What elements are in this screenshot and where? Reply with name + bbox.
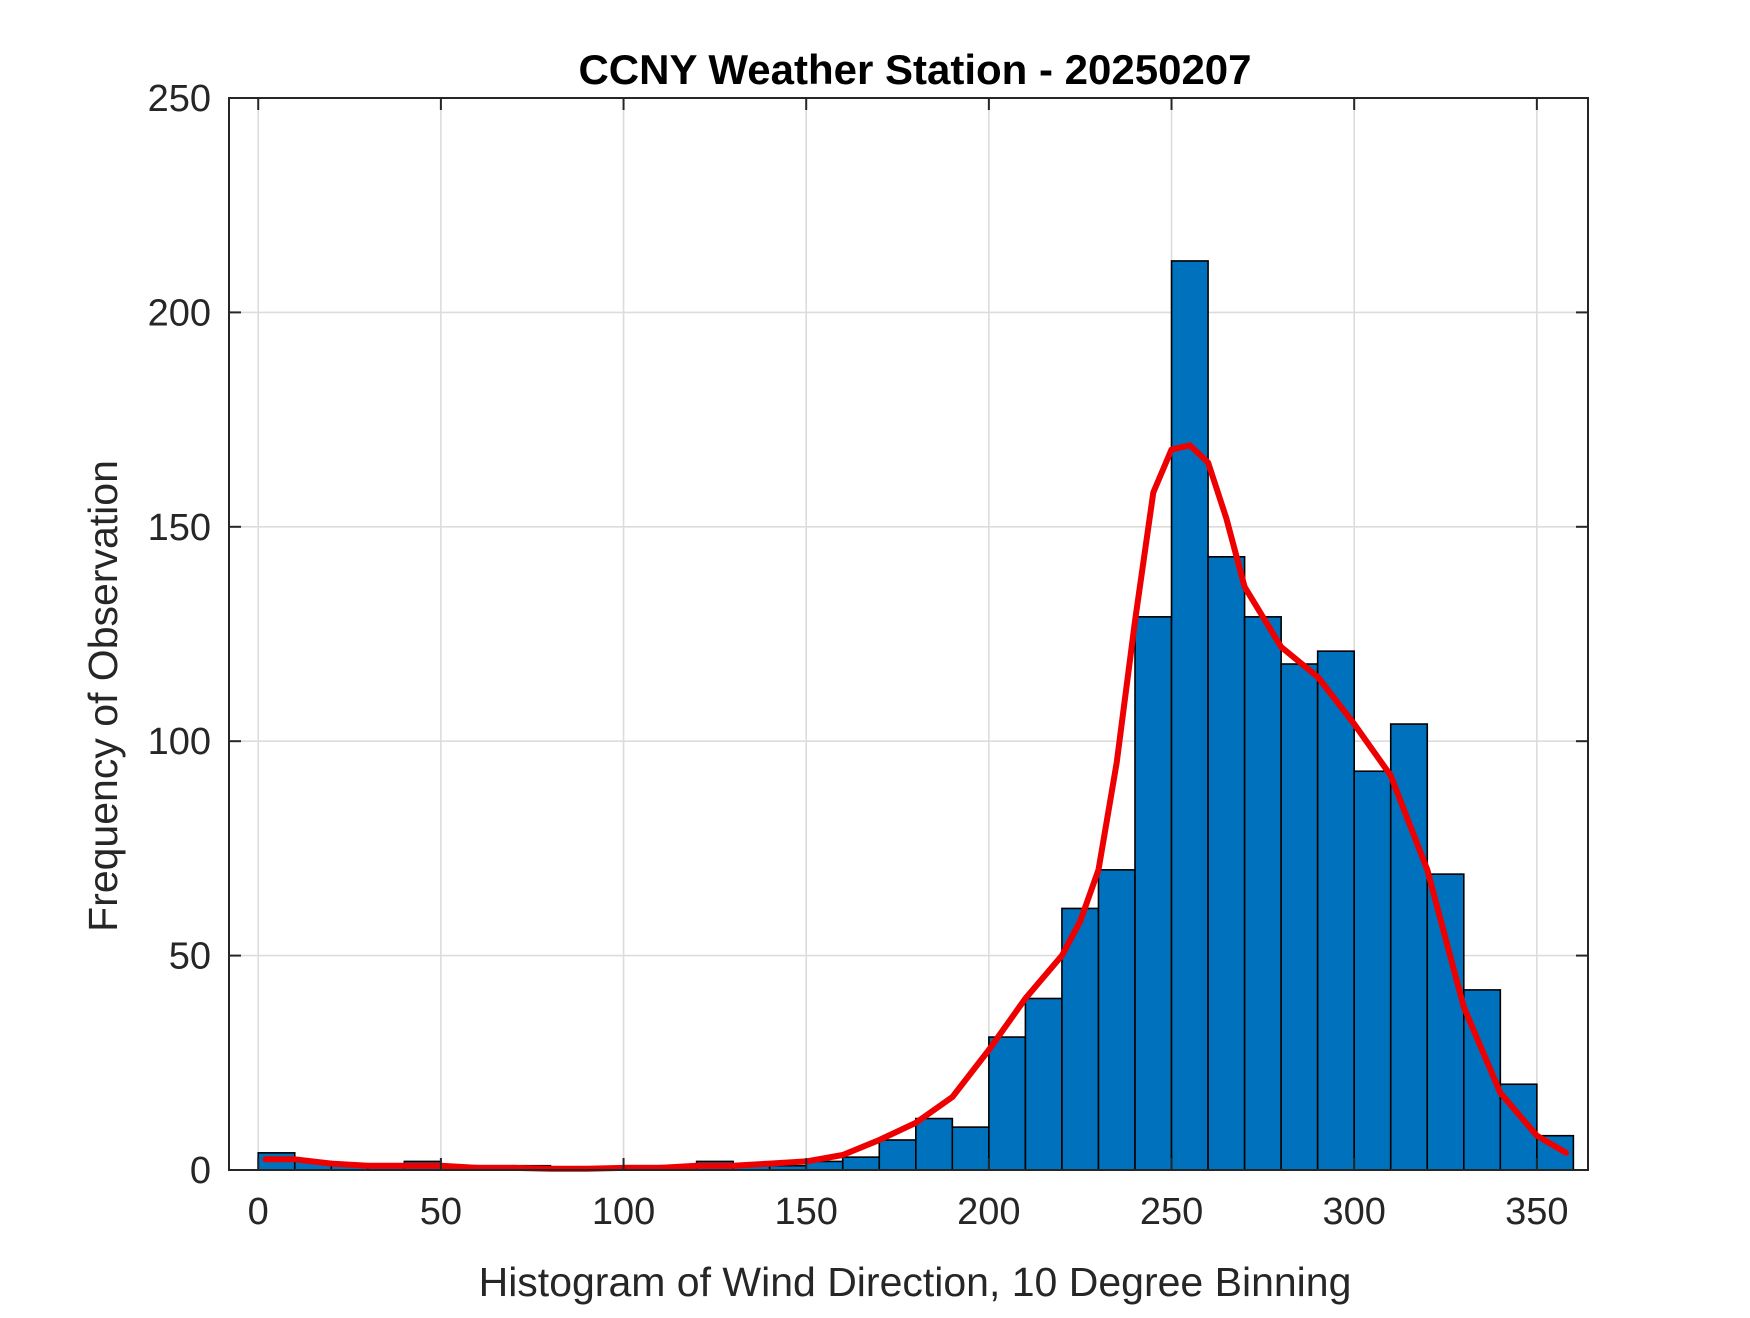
fit-curve-line xyxy=(262,442,1570,1172)
histogram-bar xyxy=(1024,997,1063,1171)
histogram-bar xyxy=(1280,663,1319,1171)
axes-layer: 0 50 100 150 200 250 300 350 0 50 100 150 200 250 xyxy=(148,78,1589,1233)
axes-box xyxy=(228,97,1589,1171)
y-tick-label: 100 xyxy=(148,721,211,763)
x-tick-label: 150 xyxy=(775,1191,838,1233)
x-tick-label: 200 xyxy=(957,1191,1020,1233)
histogram-bar xyxy=(1353,770,1392,1171)
histogram-bar xyxy=(878,1139,917,1171)
histogram-bar xyxy=(1170,260,1209,1171)
chart-title: CCNY Weather Station - 20250207 xyxy=(578,46,1251,93)
x-tick-label: 300 xyxy=(1322,1191,1385,1233)
histogram-bar xyxy=(841,1156,881,1171)
x-tick-label: 350 xyxy=(1505,1191,1568,1233)
histogram-bar xyxy=(1243,616,1282,1171)
histogram-bar xyxy=(1207,556,1246,1171)
histogram-bar xyxy=(1426,873,1465,1171)
histogram-bar xyxy=(1134,616,1173,1171)
histogram-bar xyxy=(1097,869,1136,1171)
histogram-bar xyxy=(915,1117,954,1171)
x-tick-label: 50 xyxy=(420,1191,462,1233)
x-axis-label: Histogram of Wind Direction, 10 Degree B… xyxy=(479,1259,1352,1305)
x-tick-label: 0 xyxy=(248,1191,269,1233)
y-tick-label: 150 xyxy=(148,507,211,549)
y-axis-label: Frequency of Observation xyxy=(80,460,126,932)
y-tick-label: 250 xyxy=(148,78,211,120)
histogram-bar xyxy=(988,1036,1027,1171)
y-tick-label: 50 xyxy=(169,936,211,978)
histogram-bar xyxy=(1316,650,1355,1171)
y-tick-label: 200 xyxy=(148,292,211,334)
histogram-bar xyxy=(1061,907,1100,1171)
histogram-bar xyxy=(951,1126,990,1171)
curve-layer xyxy=(262,442,1570,1172)
x-tick-label: 250 xyxy=(1140,1191,1203,1233)
y-tick-label: 0 xyxy=(190,1150,211,1192)
x-tick-label: 100 xyxy=(592,1191,655,1233)
